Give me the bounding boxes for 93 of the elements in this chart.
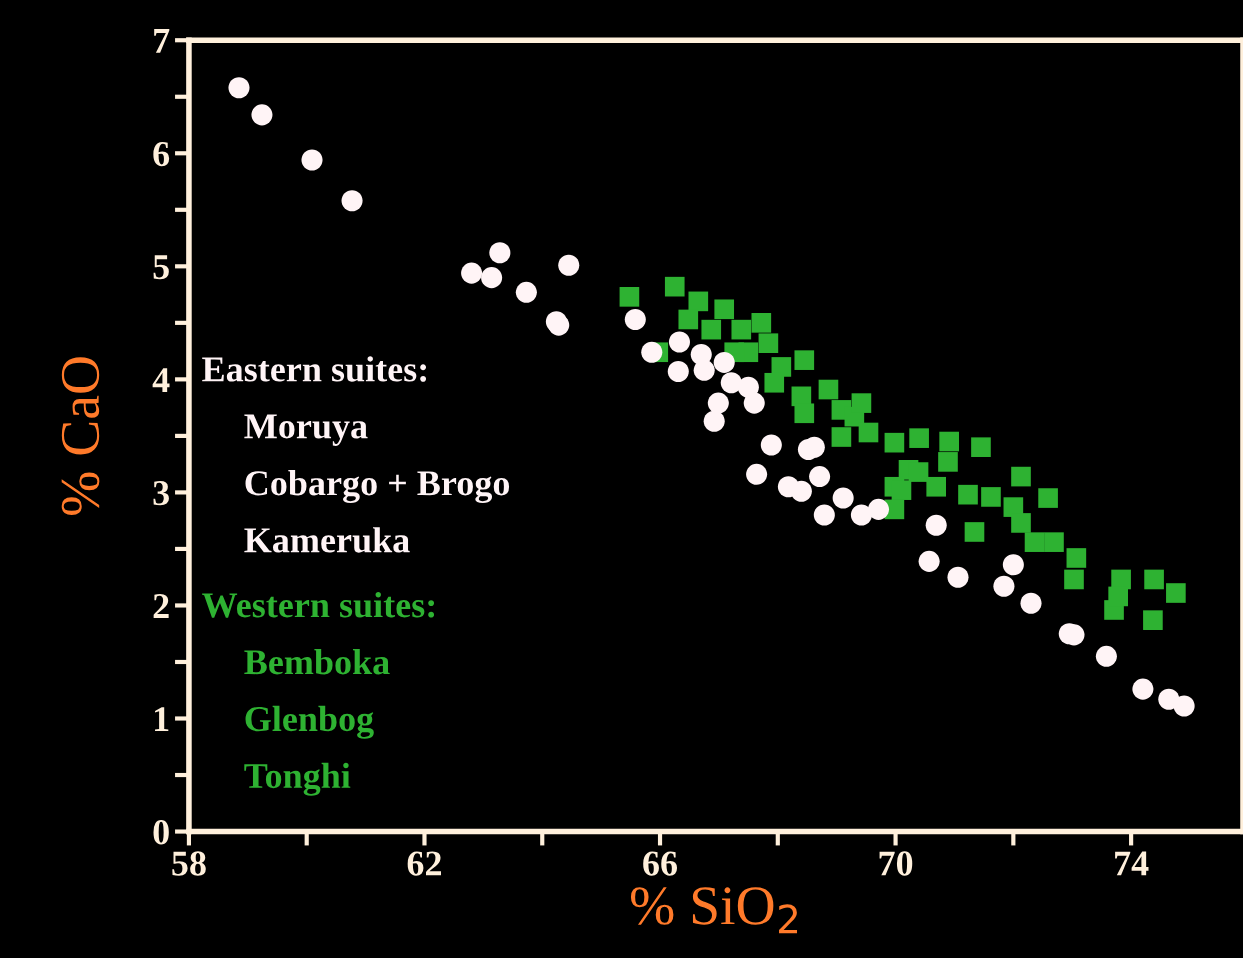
point [813, 504, 835, 526]
text: Western suites: Bemboka Glenbog Tonghi [202, 592, 435, 796]
point [746, 463, 768, 485]
point [707, 392, 729, 414]
point [713, 351, 735, 373]
point [731, 319, 752, 340]
x-tick-label: 58 [172, 851, 206, 876]
point [743, 392, 765, 414]
point [1166, 583, 1186, 603]
point [926, 476, 947, 497]
y-tick-label: 6 [153, 141, 170, 167]
point [251, 104, 273, 126]
point [1132, 678, 1154, 700]
point [867, 498, 890, 520]
point [971, 437, 991, 458]
point [668, 331, 690, 353]
point [481, 267, 503, 289]
point [1064, 569, 1084, 590]
point [964, 522, 985, 542]
x-tick-label: 74 [1115, 851, 1149, 876]
point [790, 480, 812, 502]
point [851, 393, 872, 413]
point [1143, 610, 1163, 630]
point [818, 379, 839, 400]
point [993, 575, 1015, 597]
point [228, 77, 250, 99]
point [558, 254, 580, 276]
x-tick-label: 62 [407, 851, 441, 876]
point [688, 291, 709, 312]
point [884, 432, 905, 453]
x-tick-label: 70 [879, 851, 913, 876]
point [341, 190, 363, 212]
y-tick-label: 2 [153, 594, 169, 618]
point [1011, 513, 1031, 533]
point [981, 487, 1001, 507]
point [693, 359, 715, 381]
point [619, 287, 640, 307]
point [794, 403, 815, 424]
point [809, 466, 831, 488]
y-tick-label: 1 [155, 707, 169, 732]
series-label: Eastern suites: Moruya Cobargo + Brogo Kameruka [202, 356, 510, 553]
y-axis-title: % CaO [61, 357, 100, 515]
point [760, 434, 782, 456]
point [301, 149, 323, 171]
point [939, 431, 959, 452]
point [641, 341, 663, 363]
point [797, 438, 819, 460]
point [925, 514, 947, 536]
point [1108, 586, 1128, 607]
point [714, 299, 735, 320]
point [624, 308, 646, 330]
point [667, 360, 689, 382]
point [1011, 466, 1031, 487]
point [1020, 592, 1042, 614]
point [751, 313, 772, 333]
point [1066, 548, 1087, 568]
y-tick-label: 0 [153, 820, 169, 845]
y-tick-label: 5 [153, 255, 169, 280]
point [794, 350, 815, 370]
y-tick-label: 4 [152, 368, 170, 392]
point [461, 262, 483, 284]
point [1111, 569, 1131, 590]
point [831, 427, 852, 447]
point [1038, 488, 1058, 508]
point [515, 281, 537, 303]
point [1002, 554, 1024, 576]
point [489, 242, 511, 264]
x-axis-title: % SiO$_{2}$ [630, 887, 798, 934]
point [1173, 695, 1195, 717]
point [908, 462, 929, 482]
point [958, 484, 978, 505]
y-tick-label: 7 [154, 29, 170, 53]
point [850, 504, 872, 526]
point [1044, 532, 1064, 552]
point [918, 550, 940, 572]
y-tick-label: 3 [153, 481, 169, 506]
point [891, 480, 912, 500]
point [764, 372, 785, 393]
point [1095, 645, 1117, 667]
point [909, 428, 929, 448]
point [938, 452, 958, 472]
point [678, 309, 699, 330]
point [720, 372, 742, 394]
point [832, 487, 854, 509]
point [1024, 532, 1045, 552]
point [947, 566, 969, 588]
point [703, 410, 725, 432]
point [664, 276, 685, 297]
point [858, 422, 879, 443]
point [758, 333, 779, 354]
point [1144, 569, 1164, 590]
x-tick-label: 66 [643, 851, 678, 876]
point [701, 319, 722, 340]
